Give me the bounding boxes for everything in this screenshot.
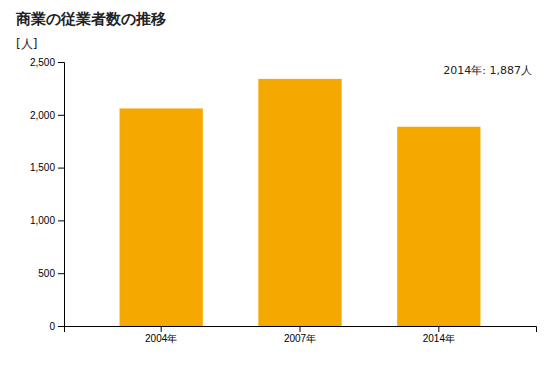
y-tick: 1,500: [30, 162, 64, 173]
x-tick-label: 2004年: [145, 333, 177, 344]
x-axis: 2004年 2007年 2014年: [65, 326, 537, 344]
y-axis-title: [人]: [16, 37, 37, 51]
x-tick-label: 2007年: [284, 333, 316, 344]
plot: 0 500 1,000 1,500 2,000 2,500 2004年 2007年 2014年: [30, 57, 537, 344]
x-axis-line: [65, 327, 537, 333]
y-tick-label: 2,000: [30, 110, 55, 121]
x-tick: 2004年: [145, 326, 177, 344]
y-tick: 500: [38, 268, 64, 279]
annotation: 2014年: 1,887人: [443, 64, 532, 77]
y-tick-label: 1,500: [30, 162, 55, 173]
x-tick: 2014年: [423, 326, 455, 344]
y-tick-label: 2,500: [30, 57, 55, 68]
y-tick-mark: [58, 273, 64, 274]
y-axis-line: [58, 63, 65, 327]
y-tick: 2,500: [30, 57, 64, 68]
y-tick-mark: [58, 326, 64, 327]
y-tick-label: 0: [49, 321, 55, 332]
y-tick-label: 500: [38, 268, 55, 279]
y-tick-mark: [58, 62, 64, 63]
x-tick-mark: [300, 326, 301, 332]
x-tick-label: 2014年: [423, 333, 455, 344]
title: 商業の従業者数の推移: [15, 10, 166, 28]
bar: [258, 79, 341, 326]
bar: [397, 127, 480, 326]
x-tick-mark: [161, 326, 162, 332]
bar: [120, 108, 203, 326]
chart: 0 500 1,000 1,500 2,000 2,500 2004年 2007年 2014年 商…: [0, 0, 560, 366]
y-tick: 0: [49, 321, 64, 332]
x-tick: 2007年: [284, 326, 316, 344]
y-tick: 2,000: [30, 110, 64, 121]
y-tick: 1,000: [30, 215, 64, 226]
y-tick-mark: [58, 220, 64, 221]
y-axis: 0 500 1,000 1,500 2,000 2,500: [30, 57, 65, 332]
bars: [120, 79, 481, 326]
y-tick-label: 1,000: [30, 215, 55, 226]
x-tick-mark: [438, 326, 439, 332]
y-tick-mark: [58, 115, 64, 116]
y-tick-mark: [58, 168, 64, 169]
